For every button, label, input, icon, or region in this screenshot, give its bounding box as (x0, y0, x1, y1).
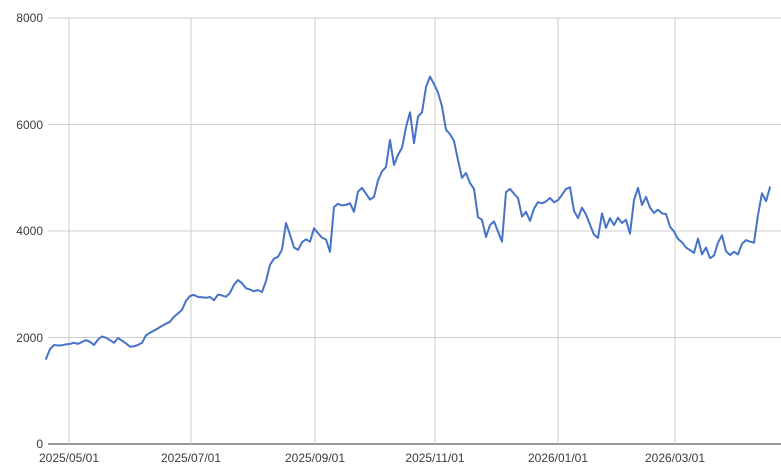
y-axis-tick-label: 8000 (16, 11, 43, 25)
series-line[interactable] (45, 75, 771, 360)
x-axis-tick-label: 2025/09/01 (284, 451, 346, 465)
y-axis-tick-label: 0 (36, 437, 43, 451)
y-axis-tick-label: 6000 (16, 117, 43, 132)
x-axis-tick-label: 2025/05/01 (38, 451, 100, 465)
y-axis-tick-label: 2000 (16, 330, 43, 345)
x-axis-tick-label: 2025/07/01 (160, 451, 222, 465)
x-axis-tick-label: 2026/03/01 (644, 451, 706, 465)
x-axis-tick-label: 2026/01/01 (527, 451, 589, 465)
x-axis-tick-label: 2025/11/01 (405, 451, 465, 465)
y-axis-tick-label: 4000 (16, 224, 43, 238)
